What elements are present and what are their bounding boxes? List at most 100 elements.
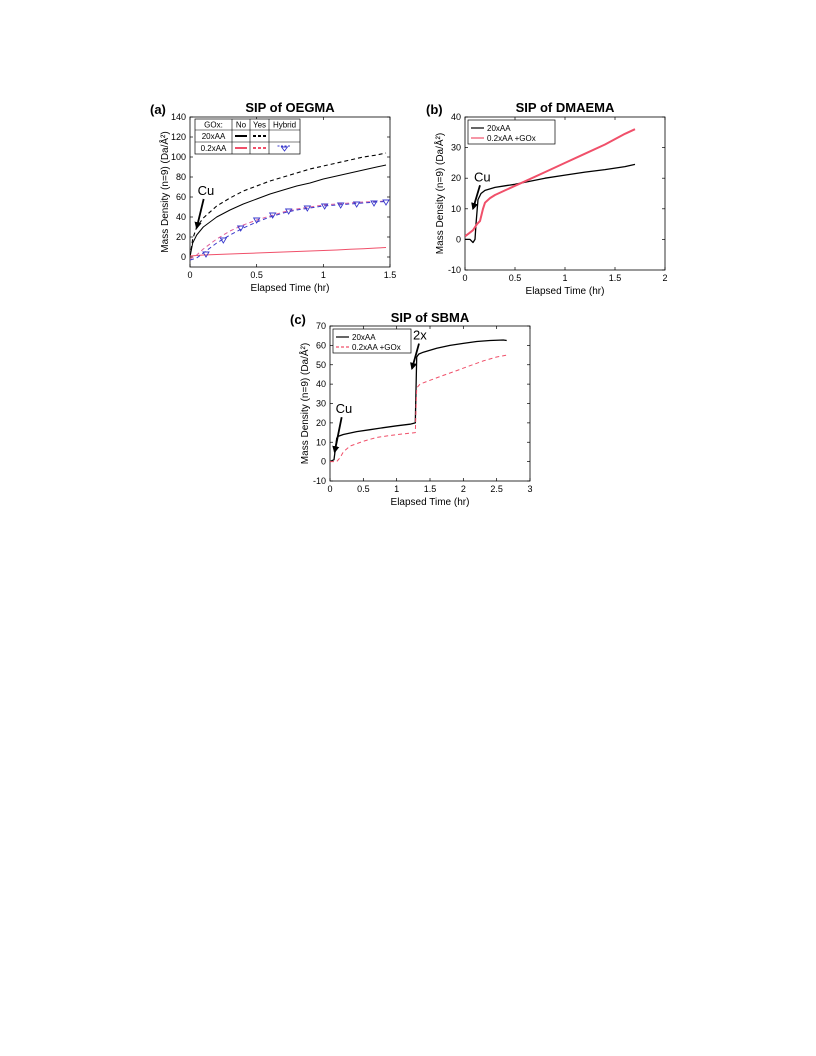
x-tick-label: 2.5	[490, 484, 503, 494]
chart-title: SIP of DMAEMA	[516, 100, 615, 115]
annotation-label: Cu	[474, 169, 491, 184]
data-point-series-5	[236, 225, 245, 232]
annotation-label: 2x	[413, 328, 427, 343]
x-tick-label: 1.5	[424, 484, 437, 494]
legend-label: 0.2xAA +GOx	[487, 134, 536, 143]
series-line-0	[465, 163, 636, 244]
series-line-1	[465, 128, 636, 238]
plot-area	[190, 152, 390, 261]
y-tick-label: 10	[451, 204, 461, 214]
x-tick-label: 1.5	[384, 270, 397, 280]
y-tick-label: 40	[316, 379, 326, 389]
legend-table-header: No	[236, 121, 247, 130]
annotation-arrow	[332, 417, 343, 454]
chart-a: (a) SIP of OEGMA 0 0.5 1 1.5 0 20 40 60 80 100 120 14…	[150, 100, 396, 294]
y-tick-label: 40	[176, 212, 186, 222]
plot-area	[330, 339, 507, 463]
x-tick-label: 0	[187, 270, 192, 280]
x-tick-label: 0	[327, 484, 332, 494]
data-point-series-5	[352, 201, 361, 208]
chart-title: SIP of OEGMA	[245, 100, 335, 115]
y-axis-label: Mass Density (n=9) (Da/Å²)	[433, 133, 446, 254]
legend-table-header: Yes	[253, 121, 266, 130]
y-tick-label: 140	[171, 112, 186, 122]
x-tick-label: 0.5	[250, 270, 263, 280]
data-point-series-5	[219, 237, 228, 244]
data-point-series-5	[268, 212, 277, 219]
legend-table-header: Hybrid	[273, 121, 296, 130]
y-tick-label: 20	[316, 418, 326, 428]
panel-label: (b)	[426, 102, 443, 117]
series-line-1	[330, 354, 507, 463]
x-tick-label: 0	[462, 273, 467, 283]
x-tick-label: 0.5	[357, 484, 370, 494]
legend-label: 20xAA	[487, 124, 511, 133]
data-point-series-5	[202, 251, 210, 258]
y-tick-label: 50	[316, 360, 326, 370]
legend-box	[332, 328, 412, 354]
data-point-series-5	[252, 217, 261, 224]
legend-table-header: GOx:	[204, 121, 223, 130]
y-tick-label: 10	[316, 437, 326, 447]
legend-table-row-label: 0.2xAA	[201, 144, 227, 153]
x-axis-label: Elapsed Time (hr)	[526, 286, 605, 297]
x-tick-label: 1	[321, 270, 326, 280]
x-tick-label: 1.5	[609, 273, 622, 283]
y-tick-label: 40	[451, 112, 461, 122]
y-tick-label: 80	[176, 172, 186, 182]
x-tick-label: 2	[662, 273, 667, 283]
series-line-1	[190, 152, 387, 258]
annotation-label: Cu	[198, 183, 215, 198]
series-line-0	[190, 164, 387, 258]
series-line-0	[330, 339, 507, 463]
y-tick-label: 70	[316, 321, 326, 331]
plot-area	[465, 128, 636, 244]
y-tick-label: 0	[181, 252, 186, 262]
legend-label: 0.2xAA +GOx	[352, 343, 401, 352]
y-axis-label: Mass Density (n=9) (Da/Å²)	[298, 343, 311, 464]
x-tick-label: 1	[562, 273, 567, 283]
y-tick-label: 30	[451, 143, 461, 153]
data-point-series-5	[320, 203, 329, 210]
x-tick-label: 1	[394, 484, 399, 494]
chart-title: SIP of SBMA	[391, 310, 470, 325]
data-point-series-5	[382, 199, 390, 206]
y-tick-label: -10	[448, 265, 461, 275]
panel-label: (a)	[150, 102, 166, 117]
annotation-label: Cu	[336, 401, 353, 416]
series-line-2	[190, 247, 387, 257]
y-tick-label: 30	[316, 399, 326, 409]
x-axis-label: Elapsed Time (hr)	[251, 283, 330, 294]
y-tick-label: 0	[321, 457, 326, 467]
y-tick-label: 120	[171, 132, 186, 142]
legend-box	[467, 119, 556, 145]
x-tick-label: 3	[527, 484, 532, 494]
y-tick-label: 60	[176, 192, 186, 202]
series-line-4	[190, 201, 387, 261]
data-point-series-5	[284, 208, 293, 215]
y-tick-label: -10	[313, 476, 326, 486]
x-tick-label: 2	[461, 484, 466, 494]
y-tick-label: 20	[176, 232, 186, 242]
annotation-arrow	[471, 185, 481, 211]
panel-label: (c)	[290, 312, 306, 327]
data-point-series-5	[303, 205, 312, 212]
y-tick-label: 100	[171, 152, 186, 162]
legend-label: 20xAA	[352, 333, 376, 342]
y-tick-label: 20	[451, 173, 461, 183]
x-tick-label: 0.5	[509, 273, 522, 283]
legend-table-row-label: 20xAA	[202, 132, 226, 141]
y-tick-label: 0	[456, 234, 461, 244]
y-axis-label: Mass Density (n=9) (Da/Å²)	[158, 131, 171, 252]
x-axis-label: Elapsed Time (hr)	[391, 497, 470, 508]
series-line-3	[190, 200, 387, 260]
data-point-series-5	[370, 200, 378, 207]
axes-box	[189, 116, 391, 268]
annotation-arrow	[194, 198, 205, 230]
annotation-arrow	[410, 343, 420, 371]
legend-swatch-hybrid-marker	[280, 146, 289, 152]
y-tick-label: 60	[316, 340, 326, 350]
